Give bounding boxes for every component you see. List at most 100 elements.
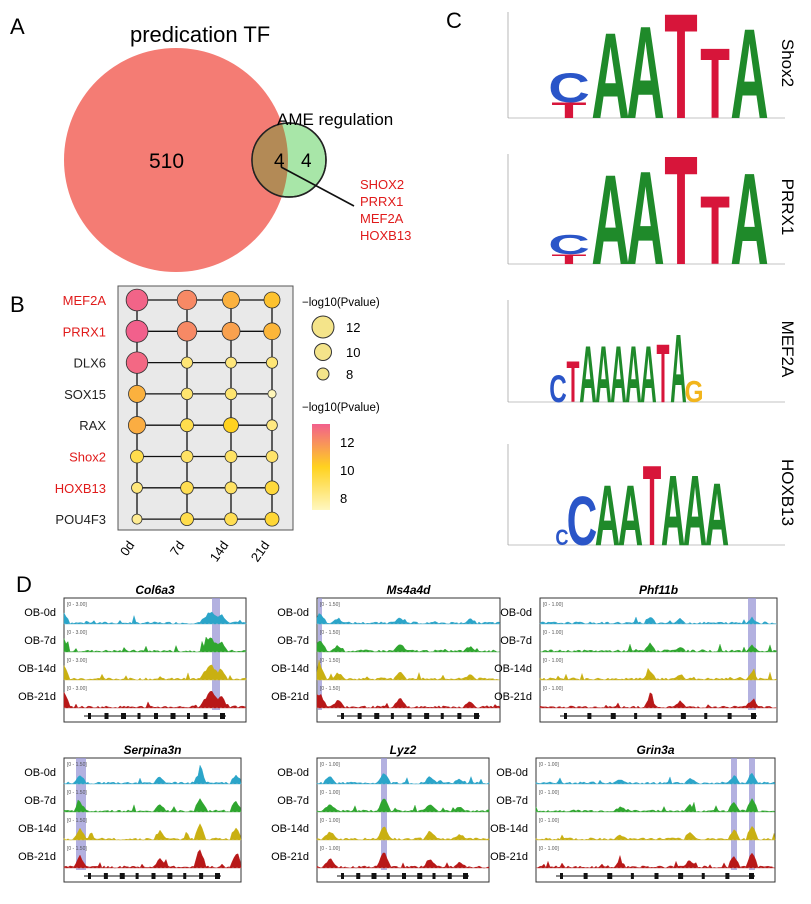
gene-model-exon [356,873,361,879]
motif-letter: G [685,374,704,408]
size-legend-circle [316,367,330,381]
gene-model-exon [137,713,141,719]
gene-model-exon [357,713,362,719]
motif-letter: T [664,0,697,150]
column-label: 21d [248,538,273,564]
size-legend-circle [314,343,332,361]
row-label: RAX [79,418,106,433]
track-range-label: [0 - 3.00] [67,658,87,664]
track-range-label: [0 - 1.50] [67,790,87,796]
motif-letter: A [661,455,685,566]
motif-letter: T [664,123,697,298]
track-range-label: [0 - 3.00] [67,602,87,608]
track-range-label: [0 - 1.50] [320,658,340,664]
track-signal [63,690,247,709]
gene-model-exon [151,873,156,879]
track-panel-col6a3: Col6a3 OB-0d [0 - 3.00] OB-7d [0 - 3.00] OB-1… [18,583,247,723]
motif-letter: A [640,329,656,420]
gene-model-exon [390,713,394,719]
gene-model-exon [167,873,173,879]
bubble-point [263,291,281,309]
motif-letter: T [700,177,730,286]
bubble-point [224,512,238,526]
gene-model-exon [402,873,406,879]
bubble-point [265,450,279,463]
track-range-label: [0 - 1.00] [543,630,563,636]
gene-model-exon [607,873,613,879]
bubble-point [128,384,146,403]
bubble-point [224,387,238,401]
track-sample-label: OB-21d [18,691,56,703]
bubble-point [224,450,238,463]
bubble-point [180,512,194,526]
track-signal [539,667,778,681]
venn-left-label: predication TF [130,22,270,47]
track-range-label: [0 - 1.00] [320,818,340,824]
track-signal [316,826,490,841]
venn-overlap [252,123,288,197]
motif-letter: A [705,466,729,565]
track-highlight [212,598,220,710]
motif-letter: A [579,329,597,420]
track-signal [535,798,776,813]
track-range-label: [0 - 1.50] [320,630,340,636]
gene-model-exon [121,713,126,719]
track-sample-label: OB-0d [496,767,528,779]
gene-model-exon [725,873,730,879]
motif-name: MEF2A [778,321,797,378]
color-legend-label: 8 [340,491,347,506]
track-range-label: [0 - 1.50] [320,686,340,692]
gene-model-exon [215,873,220,879]
track-signal [535,825,776,841]
track-range-label: [0 - 1.00] [320,762,340,768]
track-range-label: [0 - 1.00] [539,762,559,768]
gene-model-exon [199,873,204,879]
track-signal [63,849,242,869]
motif-letter: A [625,329,641,420]
motif-letter: A [595,468,620,564]
bubble-chart: MEF2APRRX1DLX6SOX15RAXShox2HOXB13POU4F3 … [55,285,380,564]
motif-letter: T [551,251,587,267]
motif-letter: A [626,143,664,293]
track-panel-lyz2: Lyz2 OB-0d [0 - 1.00] OB-7d [0 - 1.00] OB-14d… [271,743,490,883]
gene-model-exon [560,873,563,879]
track-sample-label: OB-21d [494,691,532,703]
track-range-label: [0 - 1.00] [543,686,563,692]
bubble-point [125,351,149,374]
track-signal [316,773,490,785]
bubble-row-labels: MEF2A PRRX1 DLX6 SOX15 RAX Shox2 HOXB13 POU4F3 [55,293,107,527]
motif-letter: A [610,329,626,420]
color-legend-title: −log10(Pvalue) [302,402,380,414]
column-label: 0d [117,538,138,558]
gene-model-exon [751,713,756,719]
size-legend-label: 8 [346,367,353,382]
motif-logo-shox2: TC AA T T A Shox2 [507,0,797,150]
row-label: Shox2 [69,450,106,465]
track-signal [63,823,242,841]
track-signal [63,764,242,785]
track-signal [539,642,778,653]
track-sample-label: OB-7d [277,635,309,647]
bubble-column-labels: 0d 7d 14d 21d [117,538,273,564]
track-sample-label: OB-7d [496,795,528,807]
track-range-label: [0 - 1.00] [543,658,563,664]
gene-model-exon [104,713,109,719]
track-sample-label: OB-7d [24,795,56,807]
gene-model-exon [657,713,662,719]
track-highlight [318,598,322,710]
track-signal [316,613,501,625]
gene-model-exon [749,873,754,879]
track-highlight [748,598,756,710]
bubble-point [223,417,239,434]
track-panel-ms4a4d: Ms4a4d OB-0d [0 - 1.50] OB-7d [0 - 1.50] OB-1… [271,583,501,723]
motif-name: PRRX1 [778,179,797,236]
track-range-label: [0 - 3.00] [67,630,87,636]
gene-model-exon [374,713,380,719]
size-legend-label: 10 [346,345,360,360]
motif-letter: A [626,0,664,147]
gene-model-exon [457,713,462,719]
venn-gene: SHOX2 [360,177,404,192]
panel-label-b: B [10,292,25,317]
